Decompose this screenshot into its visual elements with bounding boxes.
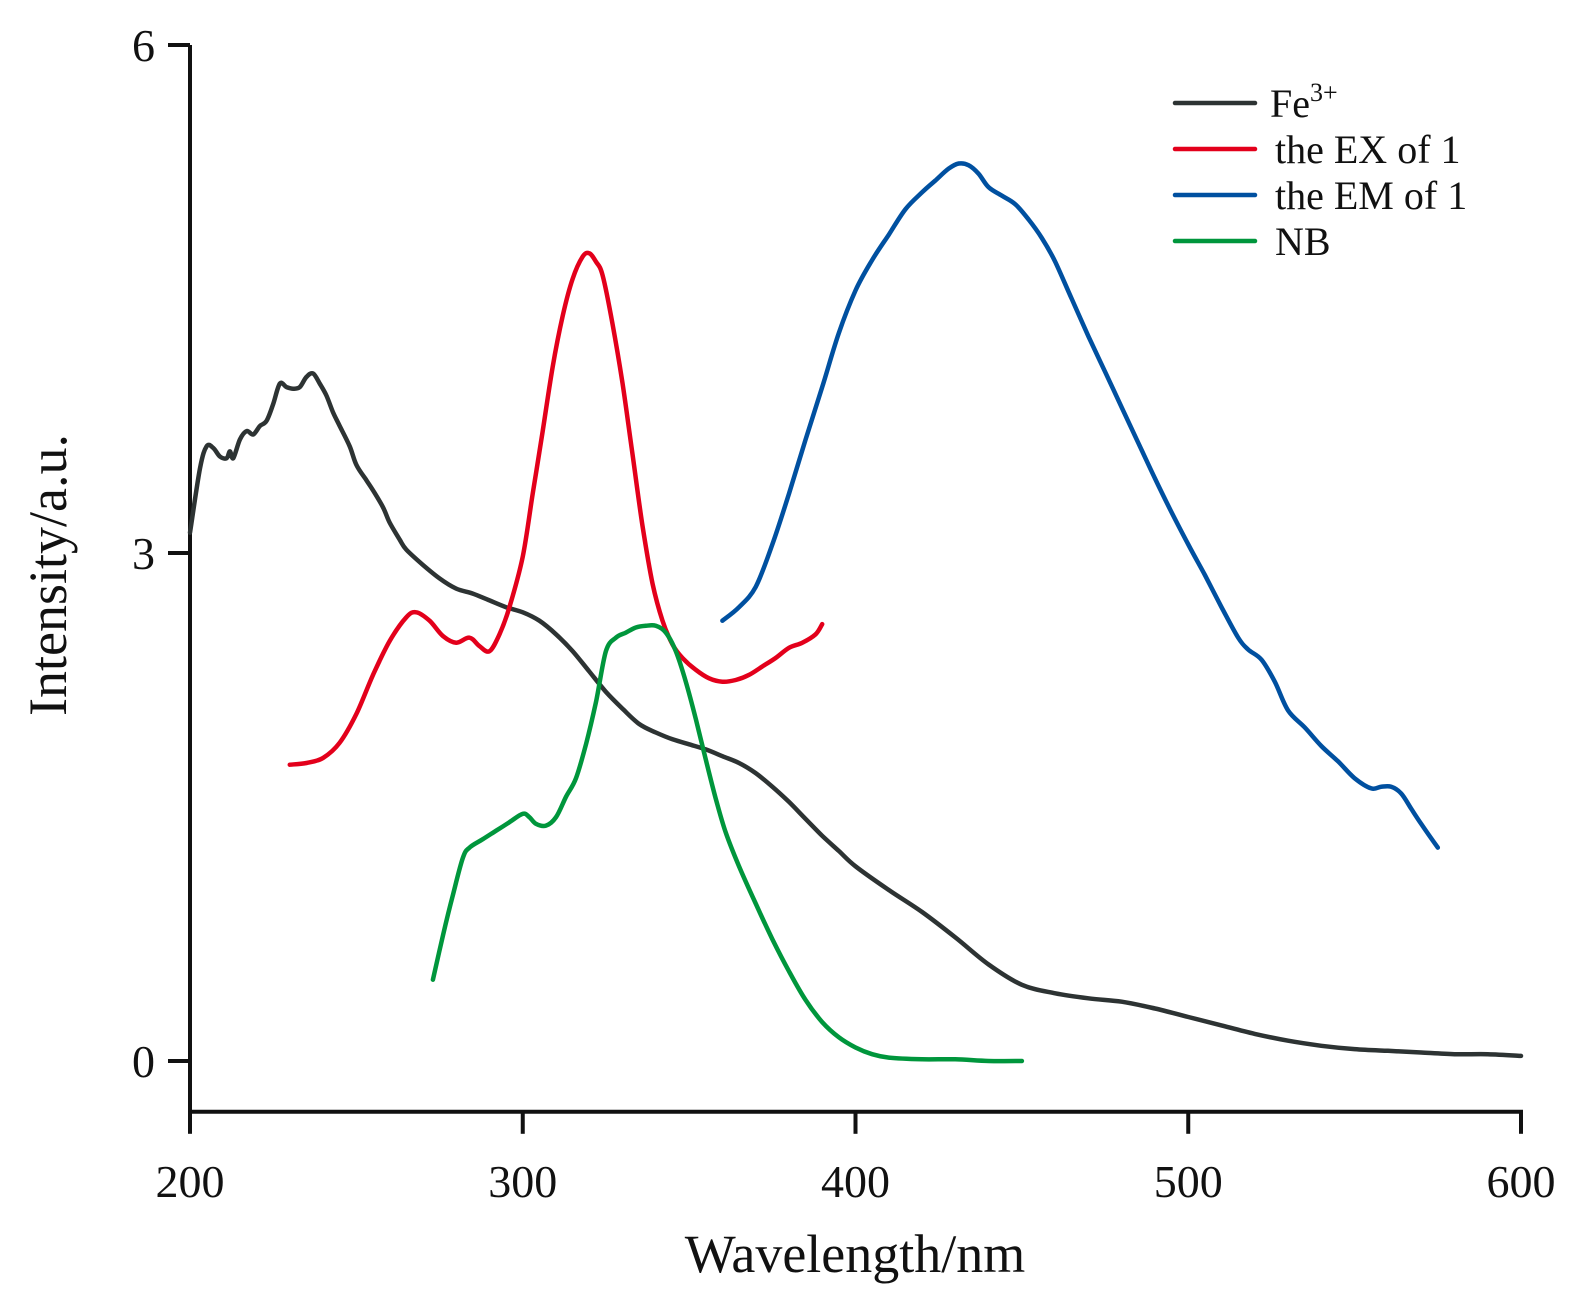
series-line-the-em-of-1 (720, 161, 1441, 850)
legend-label: NB (1275, 219, 1331, 264)
y-axis-title: Intensity/a.u. (18, 434, 78, 716)
x-tick-label: 500 (1154, 1156, 1223, 1207)
y-tick-label: 0 (132, 1036, 155, 1087)
legend-item: Fe3+ (1172, 78, 1338, 126)
series-line-fe3 (187, 370, 1524, 1059)
legend-label: the EX of 1 (1275, 127, 1461, 172)
legend-item: NB (1172, 219, 1331, 264)
series-line-the-ex-of-1 (287, 250, 825, 767)
x-tick-label: 400 (821, 1156, 890, 1207)
x-tick-label: 600 (1487, 1156, 1556, 1207)
y-ticks: 0 3 6 (132, 20, 190, 1087)
legend-item: the EX of 1 (1172, 127, 1461, 172)
legend-label: Fe3+ (1270, 78, 1338, 126)
y-tick-label: 6 (132, 20, 155, 71)
series-line-nb (430, 622, 1025, 1064)
x-ticks: 200 300 400 500 600 (156, 1111, 1556, 1207)
y-tick-label: 3 (132, 528, 155, 579)
x-tick-label: 200 (156, 1156, 225, 1207)
legend-item: the EM of 1 (1172, 173, 1467, 218)
axes: 200 300 400 500 600 0 3 6 (132, 20, 1556, 1207)
x-axis-title: Wavelength/nm (685, 1224, 1026, 1284)
series-layer (187, 161, 1524, 1064)
legend-label: the EM of 1 (1275, 173, 1467, 218)
x-tick-label: 300 (488, 1156, 557, 1207)
